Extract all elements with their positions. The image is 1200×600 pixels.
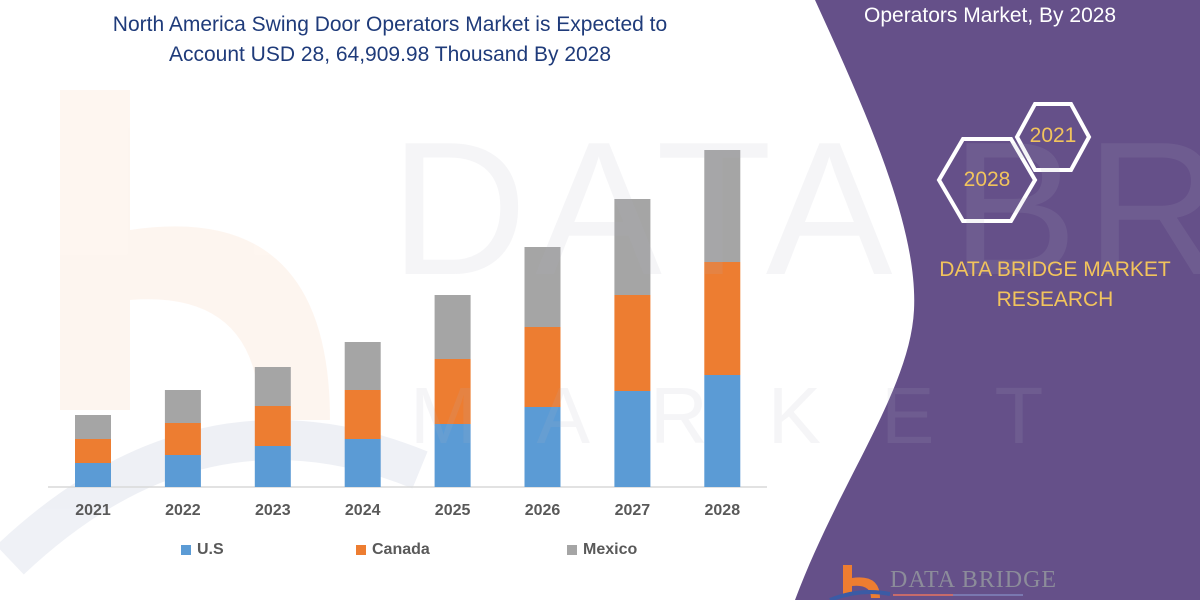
- x-tick-label: 2023: [255, 502, 291, 519]
- bar-canada-2027: [614, 295, 651, 391]
- bar-mexico-2025: [434, 295, 471, 359]
- bar-canada-2022: [164, 423, 201, 455]
- bar-mexico-2026: [524, 247, 561, 327]
- bar-canada-2028: [704, 262, 741, 375]
- legend-item-canada: Canada: [356, 541, 430, 559]
- legend-item-us: U.S: [181, 541, 224, 559]
- bar-mexico-2027: [614, 199, 651, 295]
- x-tick-label: 2021: [75, 502, 111, 519]
- bar-canada-2024: [344, 390, 381, 439]
- bar-us-2023: [254, 446, 291, 487]
- chart-title-line1: North America Swing Door Operators Marke…: [112, 13, 668, 36]
- bar-canada-2021: [75, 439, 111, 463]
- hexagon-2028-icon: [936, 137, 1038, 223]
- legend-swatch-mexico: [567, 545, 577, 555]
- hexagon-2021-icon: [1014, 102, 1092, 172]
- hex-label-2028: 2028: [963, 168, 1011, 191]
- side-panel: [795, 0, 1200, 600]
- bar-mexico-2024: [344, 342, 381, 390]
- bar-us-2024: [344, 439, 381, 487]
- brand-line2: RESEARCH: [996, 288, 1114, 311]
- bar-us-2022: [164, 455, 201, 487]
- side-panel-heading: Operators Market, By 2028: [864, 4, 1117, 27]
- watermark-text: DATA BRIDGE: [390, 103, 1200, 315]
- watermark-subtext: MARKET: [410, 371, 1104, 460]
- legend-swatch-us: [181, 545, 191, 555]
- bar-mexico-2022: [164, 390, 201, 423]
- x-tick-label: 2024: [344, 502, 381, 519]
- legend-label-canada: Canada: [372, 541, 430, 558]
- brand-logo-icon: [829, 565, 1023, 600]
- chart-title-line2: Account USD 28, 64,909.98 Thousand By 20…: [168, 43, 612, 66]
- hex-label-2021: 2021: [1029, 124, 1077, 147]
- bar-mexico-2021: [75, 415, 111, 439]
- legend-item-mexico: Mexico: [567, 541, 637, 559]
- x-tick-label: 2026: [524, 502, 561, 519]
- bar-mexico-2023: [254, 367, 291, 406]
- bar-us-2025: [434, 424, 471, 487]
- legend-label-mexico: Mexico: [583, 541, 638, 558]
- brand-name: DATA BRIDGE MARKET RESEARCH: [920, 255, 1190, 315]
- bar-canada-2023: [254, 406, 291, 446]
- bar-us-2021: [75, 463, 111, 487]
- bar-mexico-2028: [704, 150, 741, 262]
- brand-line1: DATA BRIDGE MARKET: [939, 258, 1171, 281]
- watermark-logo-icon: [0, 90, 428, 575]
- bar-us-2027: [614, 391, 651, 487]
- logo-text: DATA BRIDGE: [890, 567, 1058, 593]
- bar-canada-2025: [434, 359, 471, 424]
- bar-canada-2026: [524, 327, 561, 407]
- bar-us-2028: [704, 375, 741, 487]
- x-tick-label: 2028: [704, 502, 741, 519]
- x-tick-label: 2027: [614, 502, 651, 519]
- legend-swatch-canada: [356, 545, 366, 555]
- x-tick-label: 2025: [434, 502, 471, 519]
- legend-label-us: U.S: [197, 541, 224, 558]
- x-tick-label: 2022: [165, 502, 201, 519]
- bar-us-2026: [524, 407, 561, 487]
